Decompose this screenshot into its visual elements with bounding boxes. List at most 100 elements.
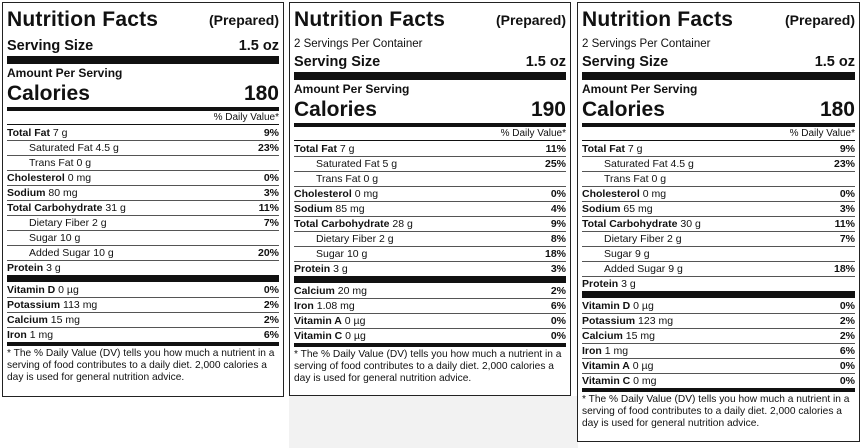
nutrient-name: Total Carbohydrate — [7, 202, 103, 214]
nutrient-name: Total Fat — [7, 126, 50, 139]
nutrient-dv: 23% — [257, 142, 279, 154]
nutrient-row: Protein 3 g — [7, 260, 279, 275]
vitamin-amount: 15 mg — [50, 314, 80, 326]
vitamin-amount: 1 mg — [604, 345, 629, 357]
nutrient-name: Dietary Fiber — [29, 217, 90, 229]
vitamin-name-cell: Vitamin D 0 µg — [582, 300, 654, 312]
vitamin-list: Vitamin D 0 µg 0% Potassium 123 mg 2% Calciu… — [582, 298, 855, 392]
nutrient-name: Sodium — [294, 203, 333, 215]
nutrient-amount: 30 g — [680, 218, 701, 230]
nutrient-amount: 28 g — [392, 218, 413, 230]
amount-per-serving: Amount Per Serving — [582, 82, 698, 96]
nutrient-name-cell: Trans Fat 0 g — [582, 173, 666, 185]
label-header: Nutrition Facts (Prepared) — [7, 3, 279, 36]
nutrient-row: Sodium 85 mg 4% — [294, 201, 566, 216]
nutrient-amount: 0 g — [76, 157, 92, 169]
label-title: Nutrition Facts — [7, 8, 159, 31]
nutrient-dv: 23% — [833, 158, 855, 170]
nutrient-name-cell: Total Carbohydrate 31 g — [7, 202, 126, 214]
vitamin-row: Potassium 113 mg 2% — [7, 297, 279, 312]
nutrient-amount: 0 mg — [67, 172, 92, 184]
vitamin-dv: 6% — [550, 300, 566, 312]
nutrient-amount: 7 g — [52, 126, 68, 139]
nutrient-row: Saturated Fat 4.5 g 23% — [7, 140, 279, 155]
nutrient-row: Cholesterol 0 mg 0% — [582, 186, 855, 201]
vitamin-dv: 2% — [263, 299, 279, 311]
vitamin-amount: 1 mg — [29, 329, 54, 341]
nutrient-amount: 31 g — [105, 202, 126, 214]
nutrient-amount: 2 g — [92, 217, 107, 229]
vitamin-row: Vitamin D 0 µg 0% — [582, 298, 855, 313]
calories-row: Calories 180 — [582, 97, 855, 127]
vitamin-amount: 15 mg — [625, 330, 655, 342]
nutrient-amount: 0 g — [363, 173, 379, 185]
vitamin-row: Calcium 15 mg 2% — [7, 312, 279, 327]
nutrient-name: Sugar — [29, 232, 58, 244]
nutrient-dv: 7% — [263, 217, 279, 229]
vitamin-amount: 0 µg — [633, 299, 654, 312]
nutrient-name: Total Fat — [582, 142, 625, 155]
nutrient-name: Sugar — [604, 248, 633, 260]
vitamin-name: Iron — [294, 300, 314, 312]
nutrient-name-cell: Total Carbohydrate 30 g — [582, 218, 701, 230]
prepared-note: (Prepared) — [784, 11, 855, 28]
nutrient-name-cell: Cholesterol 0 mg — [294, 188, 378, 200]
nutrient-row: Dietary Fiber 2 g 8% — [294, 231, 566, 246]
vitamin-dv: 0% — [839, 375, 855, 387]
nutrient-name: Dietary Fiber — [316, 233, 377, 245]
nutrient-row: Sodium 65 mg 3% — [582, 201, 855, 216]
nutrient-dv: 20% — [257, 247, 279, 259]
nutrient-name: Saturated Fat — [604, 158, 668, 170]
nutrient-row: Sugar 9 g — [582, 246, 855, 261]
nutrient-dv: 0% — [550, 188, 566, 200]
nutrient-name-cell: Sodium 85 mg — [294, 203, 365, 215]
nutrient-amount: 2 g — [667, 233, 682, 245]
nutrient-row: Dietary Fiber 2 g 7% — [7, 215, 279, 230]
nutrient-row: Protein 3 g — [582, 276, 855, 291]
nutrient-amount: 7 g — [339, 142, 355, 155]
nutrient-dv: 7% — [839, 233, 855, 245]
nutrition-label: Nutrition Facts (Prepared) 2 Servings Per … — [577, 2, 860, 442]
nutrient-name-cell: Protein 3 g — [7, 262, 61, 274]
nutrient-amount: 2 g — [379, 233, 394, 245]
nutrient-row: Dietary Fiber 2 g 7% — [582, 231, 855, 246]
nutrient-name-cell: Sodium 80 mg — [7, 187, 78, 199]
nutrient-name: Cholesterol — [582, 188, 640, 200]
vitamin-list: Vitamin D 0 µg 0% Potassium 113 mg 2% Calciu… — [7, 282, 279, 346]
prepared-note: (Prepared) — [495, 11, 566, 28]
nutrient-name: Cholesterol — [7, 172, 65, 184]
nutrient-amount: 0 mg — [354, 188, 379, 200]
nutrient-dv: 25% — [544, 158, 566, 170]
footnote: * The % Daily Value (DV) tells you how m… — [294, 349, 562, 384]
vitamin-name: Potassium — [582, 315, 636, 327]
daily-value-header: % Daily Value* — [582, 127, 855, 141]
nutrient-amount: 9 g — [634, 248, 650, 260]
nutrient-dv: 8% — [550, 233, 566, 245]
nutrient-row: Sugar 10 g — [7, 230, 279, 245]
vitamin-name: Vitamin D — [582, 299, 631, 312]
nutrient-name-cell: Added Sugar 9 g — [582, 263, 683, 275]
vitamin-amount: 0 µg — [344, 315, 366, 327]
nutrient-name: Trans Fat — [604, 173, 649, 185]
vitamin-row: Vitamin D 0 µg 0% — [7, 282, 279, 297]
vitamin-amount: 0 µg — [345, 330, 366, 342]
nutrient-amount: 10 g — [346, 248, 368, 260]
calories-row: Calories 190 — [294, 97, 566, 127]
vitamin-name: Iron — [582, 345, 602, 357]
vitamin-name-cell: Iron 1 mg — [7, 329, 53, 341]
vitamin-amount: 1.08 mg — [316, 300, 355, 312]
amount-per-serving: Amount Per Serving — [7, 66, 123, 80]
nutrient-amount: 85 mg — [335, 203, 365, 215]
vitamin-name-cell: Calcium 20 mg — [294, 285, 367, 297]
nutrient-name: Added Sugar — [29, 247, 91, 259]
nutrient-dv: 0% — [839, 188, 855, 200]
nutrient-name: Protein — [582, 278, 619, 290]
nutrient-name: Added Sugar — [604, 263, 666, 275]
nutrient-name: Cholesterol — [294, 188, 352, 200]
nutrient-dv: 11% — [545, 142, 566, 155]
nutrient-name: Saturated Fat — [29, 142, 93, 154]
nutrient-name-cell: Total Carbohydrate 28 g — [294, 218, 413, 230]
label-title: Nutrition Facts — [294, 8, 446, 31]
nutrient-name: Protein — [7, 262, 44, 274]
calories-row: Calories 180 — [7, 81, 279, 111]
